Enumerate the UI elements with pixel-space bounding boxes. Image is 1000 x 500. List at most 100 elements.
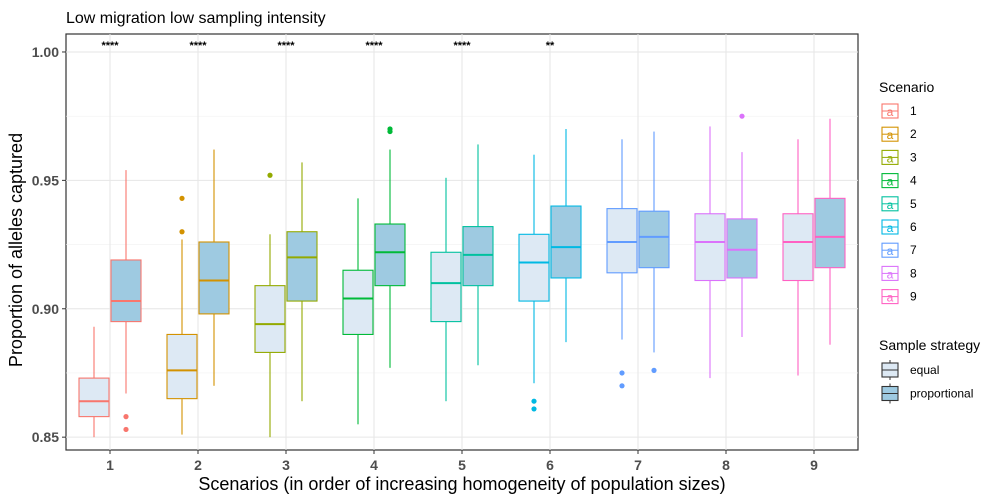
box-equal-scenario-9 <box>782 139 814 376</box>
box-equal-scenario-3 <box>254 172 286 438</box>
x-tick-label: 1 <box>106 457 114 473</box>
significance-label: **** <box>365 40 383 52</box>
box-body <box>342 269 374 335</box>
box-body <box>726 218 758 279</box>
legend-label: 5 <box>910 197 917 211</box>
legend-label: 2 <box>910 127 917 141</box>
outlier-point <box>619 383 625 389</box>
outlier-point <box>267 172 273 178</box>
legend-label: 9 <box>910 290 917 304</box>
legend-label: 7 <box>910 243 917 257</box>
y-tick-label: 0.85 <box>32 429 59 445</box>
box-body <box>78 377 110 418</box>
box-body <box>374 223 406 287</box>
plot-area: **** **** **** **** **** ** <box>62 33 859 454</box>
outlier-point <box>123 414 129 420</box>
y-tick-label: 1.00 <box>32 44 59 60</box>
x-tick-label: 8 <box>722 457 730 473</box>
box-body <box>638 210 670 269</box>
box-proportional-scenario-5 <box>462 144 494 366</box>
legend-scenario-title: Scenario <box>879 79 934 95</box>
box-equal-scenario-8 <box>694 126 726 379</box>
box-equal-scenario-2 <box>166 195 198 435</box>
box-proportional-scenario-6 <box>550 129 582 343</box>
legend-label: 6 <box>910 220 917 234</box>
box-proportional-scenario-8 <box>726 113 758 338</box>
significance-label: **** <box>101 40 119 52</box>
outlier-point <box>531 406 537 412</box>
legend-label: 3 <box>910 150 917 164</box>
box-proportional-scenario-7 <box>638 131 670 373</box>
x-tick-label: 5 <box>458 457 466 473</box>
legend-strategy-title: Sample strategy <box>879 337 980 353</box>
box-body <box>198 241 230 315</box>
box-body <box>694 213 726 282</box>
legend-key-glyph: a <box>887 291 894 305</box>
significance-label: ** <box>546 40 555 52</box>
chart-title: Low migration low sampling intensity <box>66 10 326 27</box>
box-proportional-scenario-1 <box>110 170 142 433</box>
box-equal-scenario-4 <box>342 198 374 425</box>
x-tick-label: 3 <box>282 457 290 473</box>
legend-label: equal <box>910 363 939 377</box>
box-proportional-scenario-9 <box>814 118 846 345</box>
legend-item-strategy-proportional: proportional <box>881 383 973 404</box>
outlier-point <box>179 195 185 201</box>
box-body <box>782 213 814 282</box>
box-equal-scenario-6 <box>518 154 550 412</box>
legend-key-glyph: a <box>887 128 894 142</box>
box-proportional-scenario-3 <box>286 162 318 402</box>
box-body <box>430 251 462 323</box>
box-body <box>550 205 582 279</box>
box-equal-scenario-1 <box>78 326 110 438</box>
legend-label: 8 <box>910 266 917 280</box>
box-body <box>254 285 286 353</box>
outlier-point <box>531 398 537 404</box>
legend-label: 4 <box>910 174 917 188</box>
outlier-point <box>651 367 657 373</box>
outlier-point <box>179 229 185 235</box>
box-body <box>286 231 318 302</box>
box-body <box>606 208 638 274</box>
box-body <box>110 259 142 323</box>
x-tick-label: 9 <box>810 457 818 473</box>
x-tick-label: 6 <box>546 457 554 473</box>
legend-key-glyph: a <box>887 221 894 235</box>
legend-key-glyph: a <box>887 151 894 165</box>
significance-label: **** <box>453 40 471 52</box>
y-axis-title: Proportion of alleles captured <box>6 133 26 367</box>
box-proportional-scenario-2 <box>198 149 230 386</box>
box-proportional-scenario-4 <box>374 126 406 368</box>
legend-label: 1 <box>910 104 917 118</box>
x-tick-label: 4 <box>370 457 378 473</box>
legend-key-glyph: a <box>887 198 894 212</box>
x-tick-label: 7 <box>634 457 642 473</box>
x-axis-title: Scenarios (in order of increasing homoge… <box>198 474 725 494</box>
y-tick-label: 0.95 <box>32 172 59 188</box>
tick-labels: 0.85 0.90 0.95 1.00 1 2 3 4 5 6 7 8 9 <box>32 44 818 473</box>
box-equal-scenario-5 <box>430 177 462 402</box>
outlier-point <box>739 113 745 119</box>
box-body <box>166 333 198 400</box>
box-equal-scenario-7 <box>606 139 638 389</box>
outlier-point <box>619 370 625 376</box>
box-body <box>518 233 550 302</box>
legend-item-strategy-equal: equal <box>881 360 939 380</box>
box-body <box>462 226 494 287</box>
significance-label: **** <box>189 40 207 52</box>
significance-label: **** <box>277 40 295 52</box>
legend-key-glyph: a <box>887 267 894 281</box>
outlier-point <box>387 128 393 135</box>
legend-label: proportional <box>910 387 973 401</box>
box-body <box>814 197 846 269</box>
